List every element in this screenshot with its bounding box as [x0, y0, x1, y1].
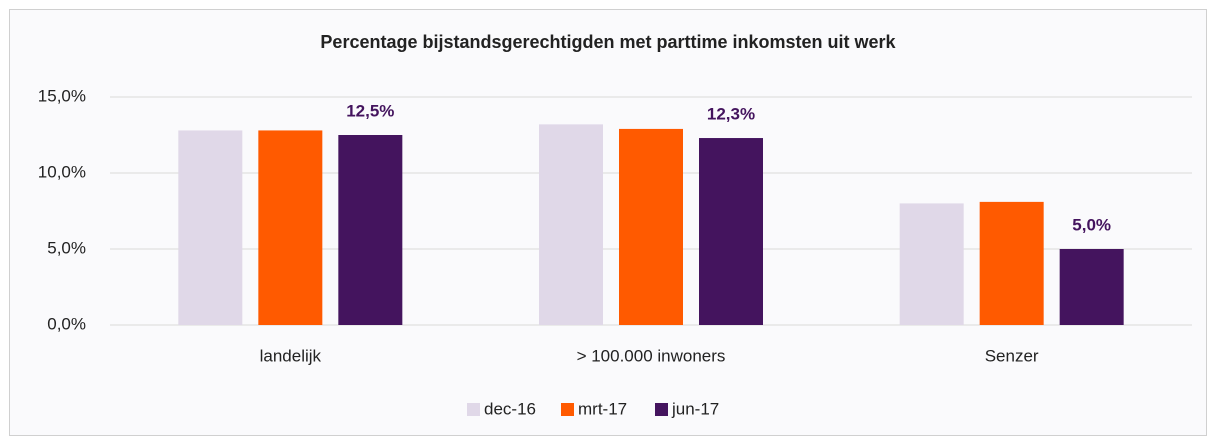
value-label: 12,5%	[346, 101, 394, 120]
legend-swatch	[561, 403, 574, 416]
x-tick-label: Senzer	[985, 346, 1039, 365]
x-tick-label: > 100.000 inwoners	[577, 346, 726, 365]
bar	[899, 203, 964, 325]
bar	[539, 124, 603, 325]
bar	[619, 128, 683, 325]
y-tick-label: 10,0%	[38, 162, 86, 181]
bar	[1059, 249, 1124, 325]
bar	[979, 201, 1044, 325]
bar	[258, 130, 323, 325]
y-tick-label: 15,0%	[38, 86, 86, 105]
chart-title: Percentage bijstandsgerechtigden met par…	[320, 32, 896, 52]
legend-label: dec-16	[484, 399, 536, 418]
bar	[699, 138, 763, 325]
legend-label: jun-17	[671, 399, 719, 418]
bar	[338, 135, 403, 325]
y-tick-label: 5,0%	[47, 238, 86, 257]
bar	[178, 130, 243, 325]
value-label: 5,0%	[1072, 215, 1111, 234]
legend-swatch	[467, 403, 480, 416]
y-tick-label: 0,0%	[47, 314, 86, 333]
legend-swatch	[655, 403, 668, 416]
value-label: 12,3%	[707, 105, 755, 124]
legend-label: mrt-17	[578, 399, 627, 418]
x-tick-label: landelijk	[260, 346, 322, 365]
